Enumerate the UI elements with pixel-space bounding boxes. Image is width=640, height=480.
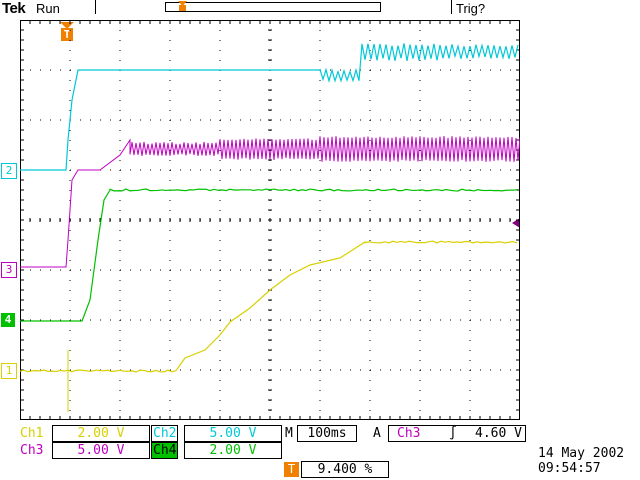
ch2-ground-marker[interactable]: 2: [1, 163, 17, 179]
trigger-level: 4.60 V: [475, 426, 522, 441]
record-trigger-icon: [178, 1, 187, 11]
timebase-prefix: M: [285, 426, 293, 441]
ch3-label: Ch3: [20, 443, 44, 458]
trigger-readout[interactable]: Ch3 ∫ 4.60 V: [388, 425, 526, 442]
acquisition-run-state: Run: [36, 1, 60, 16]
ch3-marker-label: 3: [5, 263, 13, 276]
ch2-label: Ch2: [151, 425, 179, 442]
ch1-trace: [20, 240, 518, 373]
record-length-bar: [165, 2, 381, 12]
trigger-mode: A: [373, 426, 381, 441]
waveform-display[interactable]: [20, 20, 520, 420]
record-view-frame: [95, 0, 452, 14]
trigger-marker-letter: T: [64, 28, 71, 41]
ch2-scale[interactable]: 5.00 V: [184, 425, 282, 442]
trigger-status: Trig?: [456, 1, 486, 16]
ch1-scale[interactable]: 2.00 V: [52, 425, 150, 442]
ch4-scale[interactable]: 2.00 V: [184, 442, 282, 459]
trigger-position-value[interactable]: 9.400 %: [301, 461, 389, 478]
ch3-trace: [20, 136, 520, 268]
trigger-slope-icon: ∫: [449, 426, 457, 441]
waveform-traces: [20, 43, 520, 412]
ch2-marker-label: 2: [5, 164, 13, 177]
ch1-label: Ch1: [20, 426, 44, 441]
ch4-label: Ch4: [151, 442, 179, 459]
date: 14 May 2002: [538, 446, 625, 461]
ch3-scale[interactable]: 5.00 V: [52, 442, 150, 459]
timebase-value[interactable]: 100ms: [297, 425, 357, 442]
ch1-marker-label: 1: [5, 364, 13, 377]
brand-logo: Tek: [2, 0, 26, 17]
ch1-ground-marker[interactable]: 1: [1, 363, 17, 379]
ch3-ground-marker[interactable]: 3: [1, 262, 17, 278]
position-marker: T: [284, 462, 299, 477]
ch4-ground-marker[interactable]: 4: [1, 313, 15, 327]
ch4-trace: [20, 188, 519, 322]
trigger-source: Ch3: [397, 426, 421, 441]
graticule: [20, 20, 520, 420]
ch2-trace: [20, 43, 519, 171]
ch4-marker-label: 4: [4, 313, 12, 326]
position-marker-letter: T: [287, 462, 296, 476]
time: 09:54:57: [538, 461, 601, 476]
